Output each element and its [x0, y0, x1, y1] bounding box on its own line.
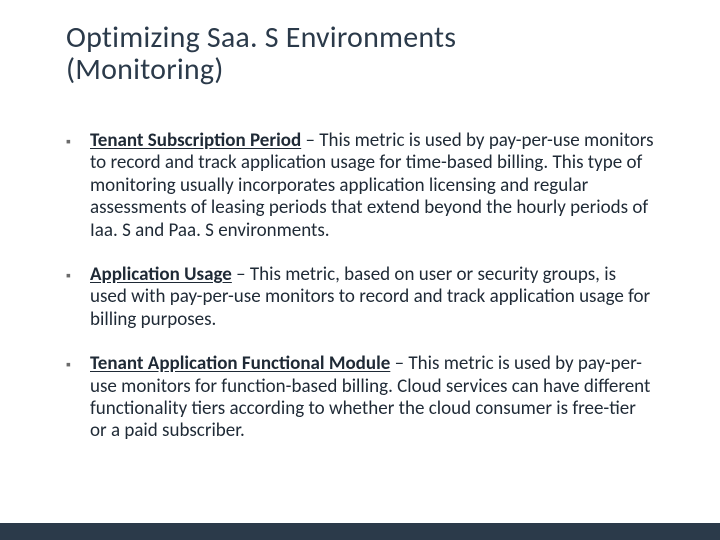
list-item: Application Usage – This metric, based o… — [66, 264, 656, 331]
separator: – — [232, 263, 250, 286]
bullet-list: Tenant Subscription Period – This metric… — [66, 130, 656, 443]
footer-bar — [0, 523, 720, 540]
separator: – — [390, 352, 408, 375]
list-item: Tenant Subscription Period – This metric… — [66, 130, 656, 242]
separator: – — [301, 129, 319, 152]
metric-name: Application Usage — [90, 263, 232, 286]
slide-body: Tenant Subscription Period – This metric… — [66, 130, 656, 465]
metric-name: Tenant Subscription Period — [90, 129, 301, 152]
slide-title: Optimizing Saa. S Environments (Monitori… — [66, 22, 660, 87]
metric-name: Tenant Application Functional Module — [90, 352, 390, 375]
list-item: Tenant Application Functional Module – T… — [66, 353, 656, 443]
title-line-2: (Monitoring) — [66, 51, 224, 88]
slide: Optimizing Saa. S Environments (Monitori… — [0, 0, 720, 540]
